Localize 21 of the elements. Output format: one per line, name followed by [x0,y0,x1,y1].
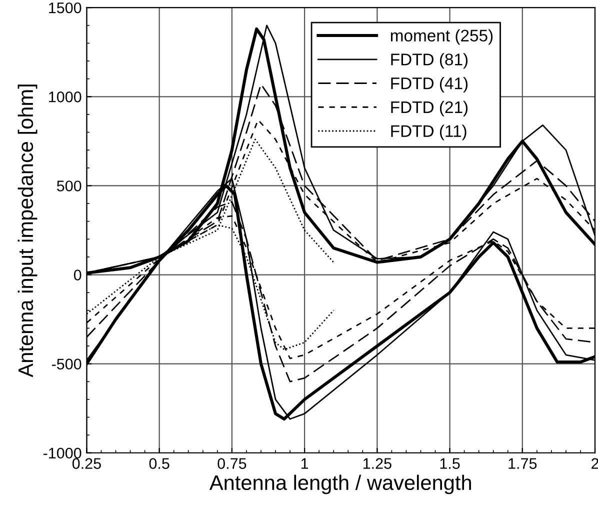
x-tick-label: 1 [301,458,308,469]
x-tick-label: 1.5 [440,458,460,469]
x-tick-label: 1.25 [363,458,392,469]
legend-label: FDTD (21) [391,100,468,116]
x-tick-label: 0.25 [72,458,101,469]
x-tick-label: 1.75 [508,458,537,469]
legend-label: FDTD (11) [391,124,466,140]
y-tick-label: 1500 [49,2,82,14]
legend-label: moment (255) [390,29,493,45]
legend-label: FDTD (41) [391,77,468,93]
x-tick-label: 2 [592,458,598,469]
y-tick-label: 1000 [49,92,82,102]
y-tick-label: 0 [74,270,82,280]
x-tick-label: 0.5 [149,458,170,469]
y-axis-title: Antenna input impedance [ohm] [18,84,38,378]
y-tick-label: 500 [56,180,82,192]
y-tick-label: -1000 [43,448,82,459]
x-axis-title: Antenna length / wavelength [209,474,471,494]
legend-label: FDTD (81) [391,53,468,69]
y-tick-label: -500 [52,358,82,370]
x-tick-label: 0.75 [218,458,246,469]
